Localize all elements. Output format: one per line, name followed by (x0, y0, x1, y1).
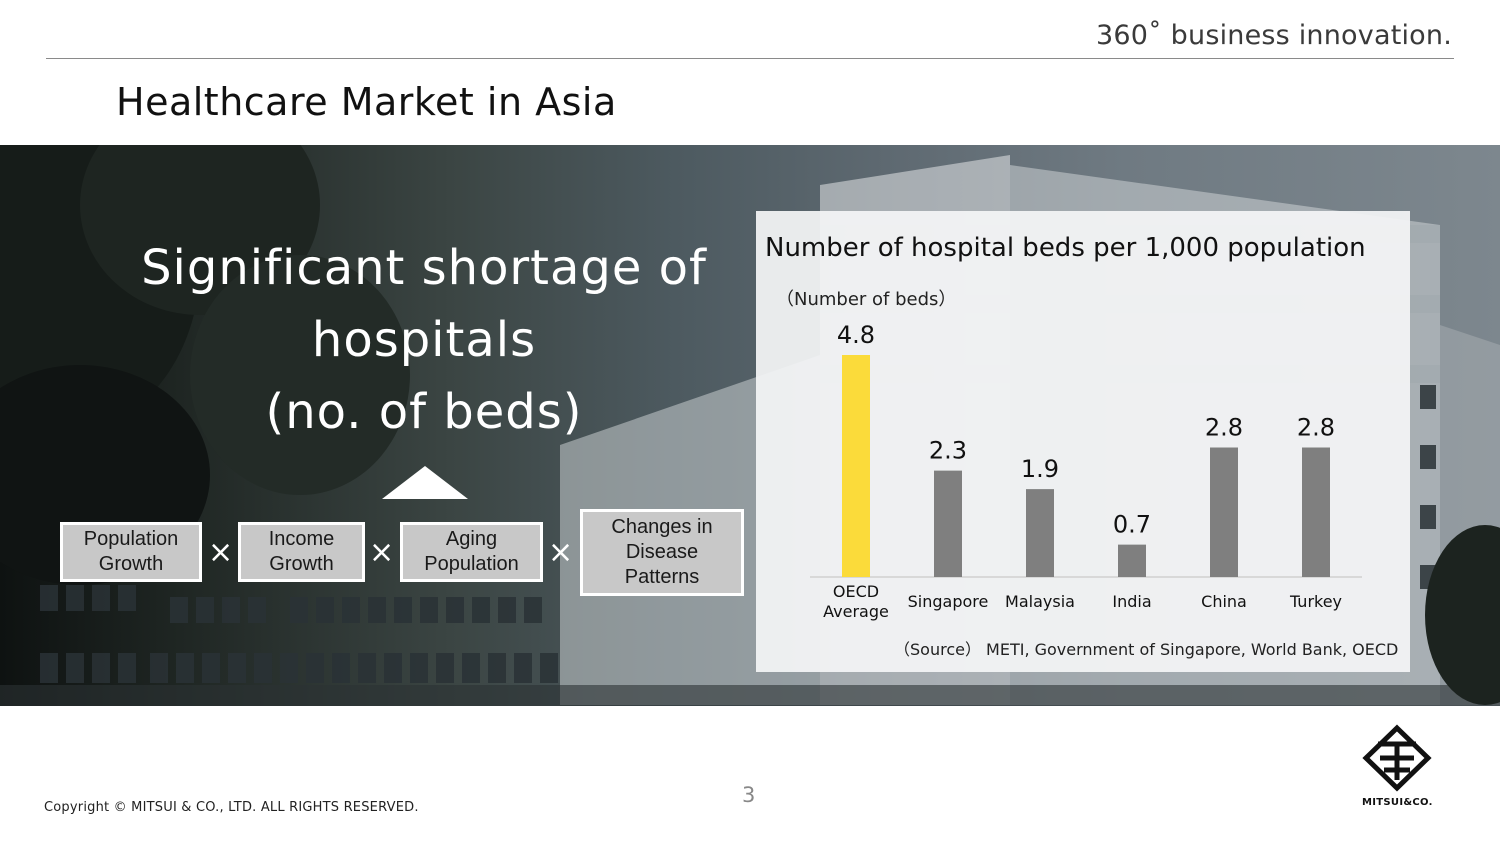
factor-label: Changes in Disease Patterns (611, 516, 713, 588)
category-label: Malaysia (1005, 592, 1075, 611)
multiply-icon: × (548, 535, 574, 570)
page-number: 3 (742, 783, 756, 807)
chart-panel: Number of hospital beds per 1,000 popula… (756, 211, 1410, 672)
chart-title: Number of hospital beds per 1,000 popula… (765, 233, 1366, 263)
bar (1210, 447, 1238, 577)
factor-population-growth: Population Growth (60, 522, 202, 582)
logo-wordmark: MITSUI&CO. (1362, 797, 1433, 808)
data-label: 4.8 (837, 321, 875, 349)
bar (842, 355, 870, 577)
bar (934, 470, 962, 577)
data-label: 0.7 (1113, 511, 1151, 539)
data-label: 1.9 (1021, 455, 1059, 483)
headline-line-1: Significant shortage of (141, 240, 707, 296)
category-label: China (1201, 592, 1247, 611)
tagline: 360˚ business innovation. (1096, 20, 1452, 51)
header-divider (46, 58, 1454, 59)
category-label: OECD Average (823, 582, 889, 621)
up-arrow-icon (382, 466, 468, 499)
mitsui-logo-icon (1362, 724, 1432, 792)
copyright-notice: Copyright © MITSUI & CO., LTD. ALL RIGHT… (44, 800, 419, 815)
factor-label: Population Growth (83, 528, 179, 575)
multiply-icon: × (369, 535, 395, 570)
bar (1118, 544, 1146, 577)
multiply-icon: × (208, 535, 234, 570)
chart-unit-label: （Number of beds） (776, 289, 957, 310)
headline: Significant shortage of hospitals (no. o… (120, 232, 728, 448)
category-label: India (1112, 592, 1151, 611)
data-label: 2.3 (929, 437, 967, 465)
page-title: Healthcare Market in Asia (116, 80, 617, 124)
category-label: Singapore (908, 592, 989, 611)
bar (1302, 447, 1330, 577)
factor-disease-patterns: Changes in Disease Patterns (580, 509, 744, 596)
factor-income-growth: Income Growth (238, 522, 365, 582)
bar-chart: 4.8 OECD Average 2.3 Singapore 1.9 Malaysia 0.7… (810, 321, 1362, 621)
chart-source: （Source） METI, Government of Singapore, … (894, 640, 1399, 659)
factor-aging-population: Aging Population (400, 522, 543, 582)
bar (1026, 489, 1054, 577)
factor-label: Aging Population (424, 528, 519, 575)
category-label: Turkey (1289, 592, 1342, 611)
data-label: 2.8 (1297, 414, 1335, 442)
headline-line-3: (no. of beds) (265, 384, 583, 440)
factor-label: Income Growth (268, 528, 335, 575)
data-label: 2.8 (1205, 414, 1243, 442)
headline-line-2: hospitals (311, 312, 537, 368)
